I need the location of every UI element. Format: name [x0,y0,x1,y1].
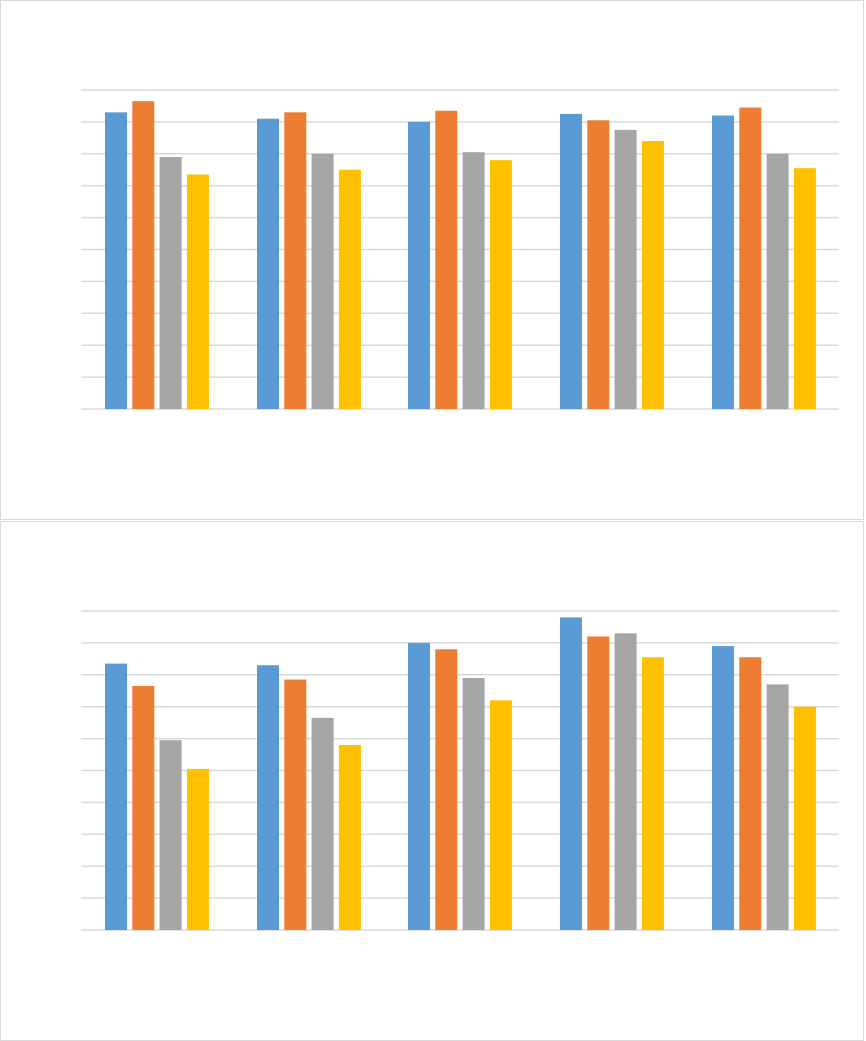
bar [186,768,209,930]
bar [560,617,582,930]
bar [614,633,637,930]
bar [712,646,734,930]
bar [132,685,155,930]
bar [587,120,610,410]
bar [105,663,127,930]
bar [408,642,430,930]
bar [641,141,664,410]
bar [712,115,734,410]
bar [408,121,430,410]
bar [766,153,789,409]
chart-panel-1 [0,0,864,520]
bar [257,118,279,410]
bar [587,636,610,930]
bar [793,706,816,930]
bar [284,112,307,409]
bar-chart-1 [81,89,839,410]
bar [435,110,458,410]
bar [338,744,361,930]
bar-chart-2 [81,610,839,931]
bar [311,153,334,409]
bar [489,700,512,930]
bar [766,684,789,930]
bar [793,168,816,409]
bar [739,107,762,410]
bar [739,657,762,930]
bar [159,740,182,930]
bar [435,649,458,930]
bar [159,156,182,409]
bar [132,101,155,409]
bar [311,717,334,930]
bar [257,665,279,930]
bar [489,160,512,409]
bar [284,679,307,930]
bar [641,657,664,930]
bar [186,174,209,409]
bar [105,112,127,409]
chart-panel-2 [0,521,864,1041]
bar [560,113,582,410]
bar [462,152,485,409]
bar [462,677,485,930]
bar [614,129,637,409]
bar [338,169,361,409]
